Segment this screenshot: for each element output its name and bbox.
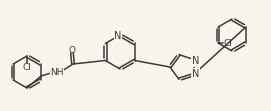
Text: N: N [114, 31, 122, 41]
Text: N: N [192, 56, 199, 66]
Text: O: O [69, 46, 76, 55]
Text: Cl: Cl [22, 62, 31, 71]
Text: NH: NH [50, 67, 64, 76]
Text: Cl: Cl [224, 39, 233, 48]
Text: N: N [192, 69, 199, 79]
